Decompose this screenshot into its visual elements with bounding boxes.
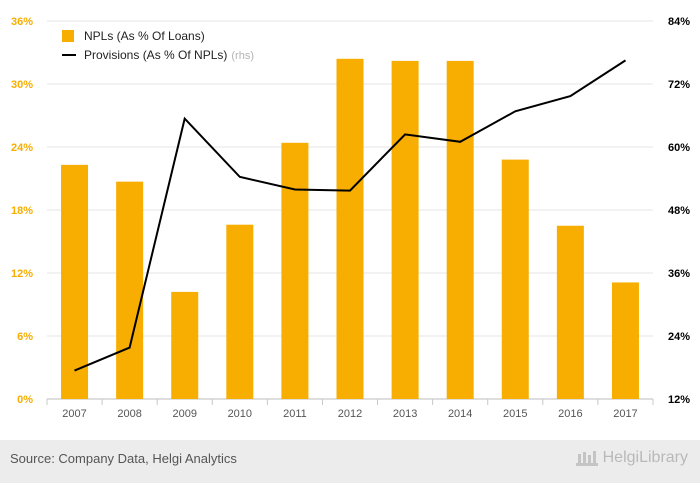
y-right-tick-label: 72%	[668, 79, 690, 91]
x-tick-label: 2010	[228, 408, 252, 420]
npl-bar	[226, 224, 254, 399]
npl-bar	[61, 164, 89, 399]
y-right-tick-label: 48%	[668, 205, 690, 217]
legend-label-provisions: Provisions (As % Of NPLs)	[84, 48, 227, 62]
x-tick-label: 2012	[338, 408, 362, 420]
x-tick-label: 2009	[172, 408, 196, 420]
y-left-tick-label: 30%	[11, 79, 33, 91]
y-right-tick-label: 12%	[668, 394, 690, 406]
y-right-tick-label: 84%	[668, 16, 690, 28]
x-tick-label: 2015	[503, 408, 527, 420]
npl-bar	[171, 291, 199, 399]
npl-bar	[281, 142, 309, 400]
y-left-tick-label: 0%	[17, 394, 33, 406]
npl-bar	[336, 58, 364, 400]
brand-logo[interactable]: HelgiLibrary	[575, 449, 688, 467]
npl-bar	[556, 225, 584, 399]
x-tick-label: 2016	[558, 408, 582, 420]
y-left-tick-label: 18%	[11, 205, 33, 217]
npl-bar	[446, 60, 474, 400]
y-right-tick-label: 24%	[668, 331, 690, 343]
y-left-tick-label: 12%	[11, 268, 33, 280]
x-tick-label: 2008	[117, 408, 141, 420]
npl-bar	[391, 60, 419, 400]
x-tick-label: 2013	[393, 408, 417, 420]
npl-bar	[611, 282, 639, 399]
y-right-tick-label: 36%	[668, 268, 690, 280]
x-tick-label: 2017	[613, 408, 637, 420]
npl-provisions-chart: 0% 6% 12% 18% 24% 30% 36% 12% 24% 36% 48% 60% 72% 84%…	[11, 16, 690, 420]
y-left-tick-label: 24%	[11, 142, 33, 154]
y-left-tick-label: 36%	[11, 16, 33, 28]
provisions-line	[74, 59, 627, 372]
library-icon	[575, 451, 598, 466]
source-note: Source: Company Data, Helgi Analytics	[10, 451, 237, 466]
brand-name: HelgiLibrary	[602, 449, 688, 466]
legend-axis-note: (rhs)	[231, 50, 254, 62]
y-left-tick-label: 6%	[17, 331, 33, 343]
legend-swatch-npl	[62, 30, 74, 42]
legend-label-npl: NPLs (As % Of Loans)	[84, 29, 205, 43]
x-tick-label: 2014	[448, 408, 472, 420]
npl-bar	[116, 181, 144, 399]
npl-bar	[501, 159, 529, 399]
y-right-tick-label: 60%	[668, 142, 690, 154]
x-tick-label: 2007	[62, 408, 86, 420]
x-tick-label: 2011	[283, 408, 307, 420]
